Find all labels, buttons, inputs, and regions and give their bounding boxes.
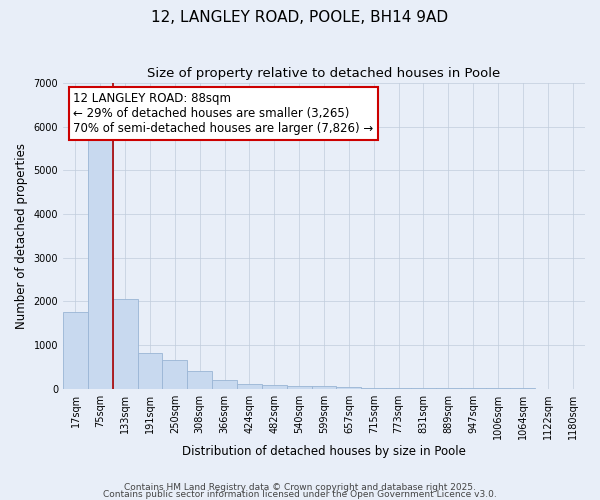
Title: Size of property relative to detached houses in Poole: Size of property relative to detached ho…	[148, 68, 500, 80]
Bar	[113, 299, 137, 388]
Bar	[262, 385, 287, 388]
Bar	[287, 386, 311, 388]
Y-axis label: Number of detached properties: Number of detached properties	[15, 143, 28, 329]
Bar	[311, 386, 337, 388]
Text: Contains HM Land Registry data © Crown copyright and database right 2025.: Contains HM Land Registry data © Crown c…	[124, 484, 476, 492]
Bar	[137, 353, 163, 388]
Bar	[88, 132, 113, 388]
Text: 12 LANGLEY ROAD: 88sqm
← 29% of detached houses are smaller (3,265)
70% of semi-: 12 LANGLEY ROAD: 88sqm ← 29% of detached…	[73, 92, 374, 135]
X-axis label: Distribution of detached houses by size in Poole: Distribution of detached houses by size …	[182, 444, 466, 458]
Text: Contains public sector information licensed under the Open Government Licence v3: Contains public sector information licen…	[103, 490, 497, 499]
Bar	[237, 384, 262, 388]
Bar	[163, 360, 187, 388]
Text: 12, LANGLEY ROAD, POOLE, BH14 9AD: 12, LANGLEY ROAD, POOLE, BH14 9AD	[151, 10, 449, 25]
Bar	[63, 312, 88, 388]
Bar	[212, 380, 237, 388]
Bar	[187, 371, 212, 388]
